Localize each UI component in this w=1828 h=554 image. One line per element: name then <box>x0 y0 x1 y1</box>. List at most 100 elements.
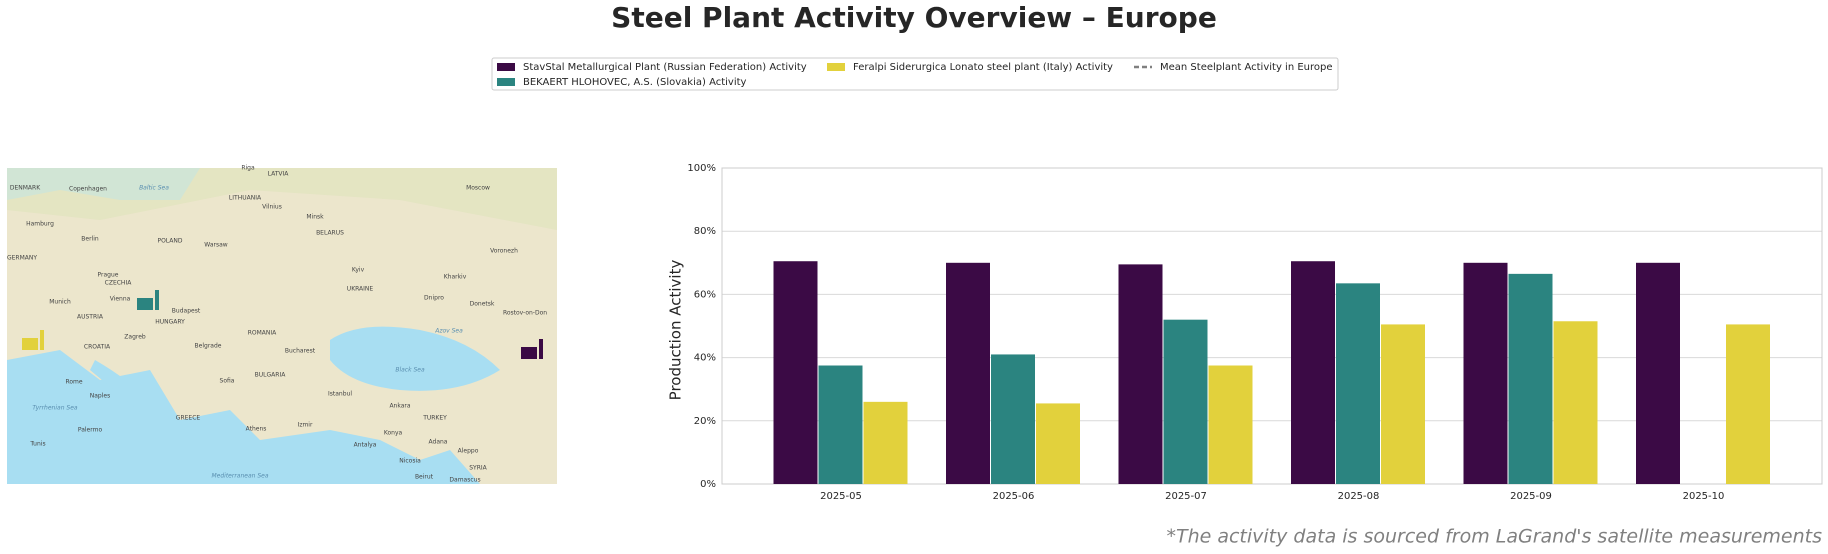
map-label: Munich <box>49 299 71 306</box>
map-label: Sofia <box>220 378 235 385</box>
map-label: Antalya <box>354 442 377 449</box>
map-label: GERMANY <box>7 255 37 262</box>
map-label: LATVIA <box>268 171 290 178</box>
map-label: HUNGARY <box>155 319 185 326</box>
map-label: Naples <box>90 393 110 400</box>
map-label: Mediterranean Sea <box>211 473 268 480</box>
map: Riga LATVIA Copenhagen Baltic Sea DENMARK LIT… <box>7 165 557 484</box>
x-tick-label: 2025-08 <box>1338 491 1380 502</box>
plant-icon <box>137 290 159 310</box>
map-label: Donetsk <box>470 301 495 308</box>
map-label: Palermo <box>78 427 103 434</box>
map-sea <box>330 326 500 391</box>
map-label: CROATIA <box>84 344 111 351</box>
map-label: Black Sea <box>395 367 425 374</box>
map-label: Voronezh <box>490 248 518 255</box>
map-label: Moscow <box>466 185 490 192</box>
map-label: Ankara <box>389 403 410 410</box>
map-label: DENMARK <box>10 185 41 192</box>
map-label: Berlin <box>81 236 99 243</box>
map-label: Dnipro <box>424 295 444 302</box>
y-tick-label: 100% <box>687 163 716 174</box>
map-label: TURKEY <box>422 415 447 422</box>
y-tick-label: 0% <box>700 479 716 490</box>
map-label: Vienna <box>110 296 131 303</box>
bar <box>1381 324 1425 484</box>
y-tick-label: 40% <box>694 353 716 364</box>
map-label: Istanbul <box>328 391 352 398</box>
bar <box>1636 262 1680 484</box>
map-label: Konya <box>384 430 403 437</box>
map-label: ROMANIA <box>248 330 277 337</box>
bar <box>1336 283 1380 484</box>
y-tick-label: 60% <box>694 289 716 300</box>
bar <box>863 401 908 484</box>
map-label: Rome <box>65 379 82 386</box>
bar <box>991 354 1035 484</box>
map-label: Athens <box>246 426 267 433</box>
map-label: Vilnius <box>262 204 282 211</box>
map-label: Kyiv <box>352 267 365 274</box>
legend-swatch <box>497 78 515 86</box>
map-label: SYRIA <box>469 465 487 472</box>
bar <box>818 365 863 484</box>
map-label: BULGARIA <box>255 372 287 379</box>
legend-label: StavStal Metallurgical Plant (Russian Fe… <box>523 62 807 73</box>
map-label: Adana <box>429 439 448 446</box>
bar <box>1208 365 1253 484</box>
map-label: Zagreb <box>124 334 146 341</box>
bar <box>773 261 818 484</box>
x-tick-label: 2025-07 <box>1165 491 1207 502</box>
map-label: AUSTRIA <box>77 314 104 321</box>
bar <box>1553 321 1598 484</box>
legend-label: Mean Steelplant Activity in Europe <box>1160 62 1333 73</box>
bar <box>1508 273 1553 484</box>
bar <box>1036 403 1080 484</box>
y-axis-label: Production Activity <box>667 260 685 401</box>
footnote: *The activity data is sourced from LaGra… <box>1166 526 1822 548</box>
bar <box>946 262 990 484</box>
map-label: Tunis <box>29 441 45 448</box>
map-label: Copenhagen <box>69 186 107 193</box>
bar <box>1118 264 1163 484</box>
map-label: POLAND <box>157 238 182 245</box>
map-label: Baltic Sea <box>139 185 169 192</box>
plant-icon <box>22 330 44 350</box>
legend-label: Feralpi Siderurgica Lonato steel plant (… <box>853 62 1113 73</box>
y-tick-label: 80% <box>694 226 716 237</box>
bar <box>1726 324 1770 484</box>
legend-label: BEKAERT HLOHOVEC, A.S. (Slovakia) Activi… <box>523 77 747 88</box>
map-label: Rostov-on-Don <box>503 310 547 317</box>
legend-swatch <box>827 63 845 71</box>
map-label: Bucharest <box>285 348 316 355</box>
x-tick-label: 2025-09 <box>1510 491 1552 502</box>
map-label: CZECHIA <box>105 280 133 287</box>
map-label: Damascus <box>449 477 480 484</box>
map-forest <box>7 168 557 230</box>
map-label: GREECE <box>176 415 201 422</box>
x-tick-label: 2025-05 <box>820 491 862 502</box>
map-label: Hamburg <box>26 221 54 228</box>
bar <box>1291 261 1335 484</box>
map-label: Prague <box>98 272 119 279</box>
bar <box>1163 319 1208 484</box>
map-label: Budapest <box>172 308 201 315</box>
plot-frame <box>721 167 1823 485</box>
legend-box <box>491 57 1339 91</box>
map-label: UKRAINE <box>347 286 374 293</box>
map-sea <box>90 360 160 420</box>
map-label: Beirut <box>415 474 434 481</box>
map-label: Aleppo <box>458 448 479 455</box>
bar <box>1463 262 1508 484</box>
legend-swatch <box>497 63 515 71</box>
x-tick-label: 2025-06 <box>993 491 1035 502</box>
map-label: Belgrade <box>195 343 222 350</box>
map-label: Minsk <box>306 214 324 221</box>
map-label: Azov Sea <box>434 328 463 335</box>
chart-title: Steel Plant Activity Overview – Europe <box>611 1 1217 34</box>
map-label: LITHUANIA <box>229 195 262 202</box>
y-tick-label: 20% <box>694 416 716 427</box>
map-label: Izmir <box>298 422 313 429</box>
plant-icon <box>521 339 543 359</box>
